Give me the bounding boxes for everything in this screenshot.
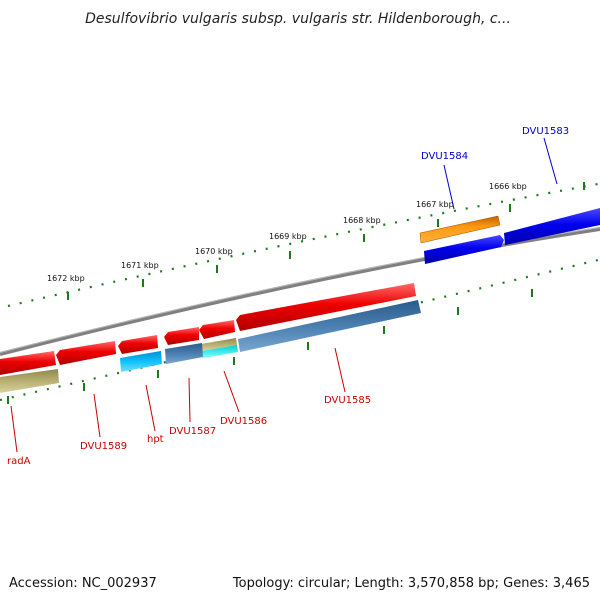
feature-rada-secondary[interactable] [0,369,59,393]
feature-dvu1586-khaki[interactable] [201,338,237,351]
gene-label-dvu1585[interactable]: DVU1585 [324,395,371,406]
genome-backbone [0,227,600,356]
label-leader-rada [10,405,18,453]
upper-tick-scale [7,182,599,308]
gene-label-dvu1587[interactable]: DVU1587 [169,426,216,437]
cds-feature-dvu1583[interactable] [504,208,600,245]
kbp-label: 1670 kbp [195,247,233,256]
feature-hpt-secondary[interactable] [120,351,162,372]
feature-dvu1586-cyan[interactable] [202,345,238,358]
label-leader-dvu1585 [334,347,346,393]
label-leader-dvu1584 [443,164,455,210]
cds-feature-dvu1585[interactable] [236,283,416,331]
feature-dvu1585-secondary[interactable] [238,300,421,352]
label-leader-dvu1589 [93,393,101,438]
cds-feature-rada[interactable] [0,351,56,375]
lower-tick-scale [0,258,599,404]
cds-feature-dvu1587[interactable] [164,327,199,345]
gene-feature-dvu1584[interactable] [419,215,501,244]
map-title: Desulfovibrio vulgaris subsp. vulgaris s… [85,11,511,27]
cds-feature-dvu1586[interactable] [199,320,235,339]
cds-feature-dvu1589[interactable] [56,341,116,365]
label-leader-dvu1583 [543,137,558,185]
gene-label-dvu1584[interactable]: DVU1584 [421,151,468,162]
kbp-label: 1671 kbp [121,261,159,270]
kbp-label: 1669 kbp [269,232,307,241]
kbp-label: 1668 kbp [343,216,381,225]
gene-label-rada[interactable]: radA [7,456,31,467]
gene-label-hpt[interactable]: hpt [147,434,164,445]
kbp-label: 1672 kbp [47,274,85,283]
gene-label-dvu1589[interactable]: DVU1589 [80,441,127,452]
kbp-label: 1667 kbp [416,200,454,209]
cds-feature-hpt[interactable] [118,335,158,354]
feature-dvu1587-secondary[interactable] [165,343,203,364]
gene-label-dvu1583[interactable]: DVU1583 [522,126,569,137]
gene-label-dvu1586[interactable]: DVU1586 [220,416,267,427]
label-leader-dvu1586 [223,370,240,413]
kbp-label: 1666 kbp [489,182,527,191]
genome-summary-text: Topology: circular; Length: 3,570,858 bp… [232,576,590,591]
cds-feature-dvu1584[interactable] [424,235,504,264]
accession-text: Accession: NC_002937 [9,576,157,591]
label-leader-hpt [145,384,156,432]
label-leader-dvu1587 [188,377,191,423]
